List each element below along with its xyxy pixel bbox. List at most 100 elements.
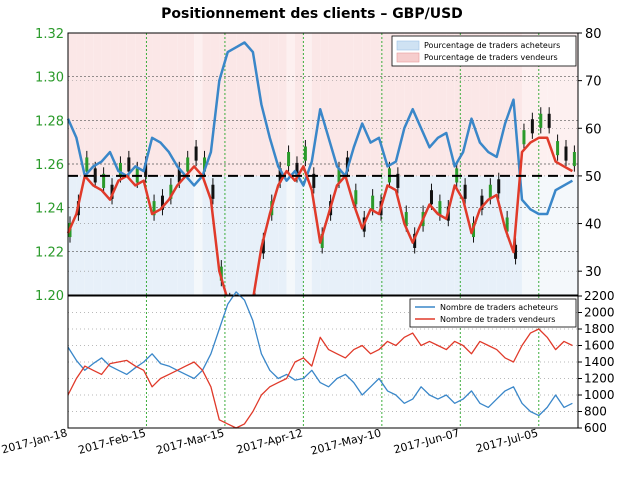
candle-body bbox=[85, 157, 89, 172]
count-axis: 2200 2000 1800 1600 1400 1200 1000 800 600 bbox=[578, 289, 615, 435]
candle-body bbox=[303, 146, 307, 161]
band-upper bbox=[168, 33, 178, 176]
date-tick-label: 2017-May-10 bbox=[309, 426, 382, 457]
band-upper bbox=[286, 33, 295, 176]
buy-count-line bbox=[67, 291, 573, 417]
band-lower bbox=[68, 175, 77, 295]
sentiment-bands bbox=[68, 33, 578, 295]
band-lower bbox=[370, 175, 380, 295]
band-upper bbox=[563, 33, 573, 176]
candle-body bbox=[497, 179, 501, 194]
band-upper bbox=[320, 33, 329, 176]
band-lower bbox=[471, 175, 480, 295]
band-lower bbox=[244, 175, 253, 295]
percent-axis: 80 70 60 50 40 30 bbox=[578, 27, 602, 280]
candle-body bbox=[480, 195, 484, 210]
band-upper bbox=[505, 33, 514, 176]
band-upper bbox=[572, 33, 578, 176]
band-lower bbox=[521, 175, 531, 295]
candle-body bbox=[186, 157, 190, 172]
band-upper bbox=[185, 33, 195, 176]
candle-body bbox=[505, 217, 509, 232]
band-upper bbox=[84, 33, 94, 176]
price-tick-label: 1.20 bbox=[35, 289, 64, 304]
candle-body bbox=[429, 190, 433, 205]
band-lower bbox=[278, 175, 287, 295]
band-upper bbox=[202, 33, 211, 176]
candle-body bbox=[371, 195, 375, 210]
band-upper bbox=[454, 33, 464, 176]
band-lower bbox=[421, 175, 430, 295]
candle-body bbox=[127, 157, 131, 172]
band-upper bbox=[496, 33, 506, 176]
candle-body bbox=[102, 173, 106, 188]
band-upper bbox=[337, 33, 346, 176]
band-lower bbox=[446, 175, 455, 295]
candle-body bbox=[556, 141, 560, 156]
candle-body bbox=[572, 151, 576, 167]
band-lower bbox=[328, 175, 338, 295]
price-tick-label: 1.30 bbox=[35, 71, 64, 86]
band-upper bbox=[370, 33, 380, 176]
band-upper bbox=[110, 33, 119, 176]
band-lower bbox=[337, 175, 346, 295]
date-tick-label: 2017-Feb-15 bbox=[77, 426, 147, 457]
candle-body bbox=[547, 113, 551, 128]
band-lower bbox=[252, 175, 262, 295]
band-lower bbox=[362, 175, 371, 295]
band-upper bbox=[269, 33, 279, 176]
band-upper bbox=[412, 33, 422, 176]
band-upper bbox=[261, 33, 270, 176]
band-lower bbox=[294, 175, 304, 295]
candle-body bbox=[169, 184, 173, 199]
band-lower bbox=[547, 175, 556, 295]
band-upper bbox=[479, 33, 489, 176]
band-upper bbox=[244, 33, 253, 176]
band-lower bbox=[454, 175, 464, 295]
band-upper bbox=[521, 33, 531, 176]
band-lower bbox=[202, 175, 211, 295]
date-tick-label: 2017-Apr-12 bbox=[235, 426, 304, 456]
band-upper bbox=[471, 33, 480, 176]
count-tick-label: 600 bbox=[584, 421, 607, 435]
count-tick-label: 800 bbox=[584, 405, 607, 419]
candle-body bbox=[522, 130, 526, 145]
candle-body bbox=[110, 184, 114, 199]
price-tick-label: 1.32 bbox=[35, 27, 64, 42]
band-upper bbox=[538, 33, 548, 176]
band-lower bbox=[563, 175, 573, 295]
legend-sell-count-label: Nombre de traders vendeurs bbox=[440, 315, 555, 324]
legend-sell-label: Pourcentage de traders vendeurs bbox=[424, 53, 558, 62]
count-tick-label: 1600 bbox=[584, 339, 615, 353]
band-lower bbox=[269, 175, 279, 295]
band-upper bbox=[160, 33, 169, 176]
candle-body bbox=[312, 173, 316, 188]
candle-body bbox=[203, 157, 207, 172]
band-lower bbox=[118, 175, 127, 295]
candle-body bbox=[211, 184, 215, 199]
band-upper bbox=[387, 33, 396, 176]
date-tick-label: 2017-Jul-05 bbox=[475, 426, 540, 455]
band-upper bbox=[194, 33, 203, 176]
date-tick-label: 2017-Mar-15 bbox=[155, 426, 226, 457]
band-upper bbox=[353, 33, 363, 176]
band-lower bbox=[177, 175, 186, 295]
band-lower bbox=[219, 175, 228, 295]
legend-buy-swatch bbox=[396, 40, 420, 51]
candle-body bbox=[194, 146, 198, 161]
candle-body bbox=[404, 212, 408, 227]
band-lower bbox=[227, 175, 237, 295]
band-upper bbox=[555, 33, 564, 176]
percent-series bbox=[66, 41, 574, 311]
band-lower bbox=[513, 175, 522, 295]
band-lower bbox=[437, 175, 447, 295]
band-lower bbox=[84, 175, 94, 295]
candle-body bbox=[295, 162, 299, 178]
band-lower bbox=[143, 175, 153, 295]
band-lower bbox=[194, 175, 203, 295]
buy-percent-line bbox=[66, 41, 574, 216]
band-lower bbox=[152, 175, 161, 295]
price-tick-label: 1.26 bbox=[35, 158, 64, 173]
